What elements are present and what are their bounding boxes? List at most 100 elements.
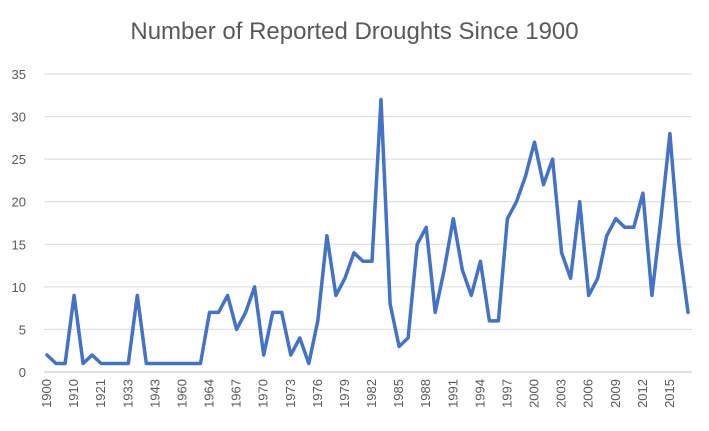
x-tick-label: 2009 [608, 379, 623, 408]
data-point [90, 353, 94, 357]
data-point [442, 268, 446, 272]
chart-title: Number of Reported Droughts Since 1900 [130, 18, 579, 45]
x-tick-label: 1982 [364, 379, 379, 408]
data-point [605, 234, 609, 238]
x-tick-label: 2012 [635, 379, 650, 408]
data-point [316, 319, 320, 323]
x-tick-label: 2015 [662, 379, 677, 408]
data-point [199, 362, 203, 366]
data-point [623, 225, 627, 229]
gridlines [44, 73, 692, 373]
data-point [117, 362, 121, 366]
data-point [388, 302, 392, 306]
data-point [226, 293, 230, 297]
x-tick-label: 1976 [310, 379, 325, 408]
data-point [217, 310, 221, 314]
data-point [162, 362, 166, 366]
x-tick-label: 1973 [283, 379, 298, 408]
data-point [180, 362, 184, 366]
x-tick-label: 1985 [391, 379, 406, 408]
data-point [677, 242, 681, 246]
data-point [496, 319, 500, 323]
data-point [262, 353, 266, 357]
x-tick-label: 1960 [174, 379, 189, 408]
data-point [144, 362, 148, 366]
x-tick-label: 1933 [120, 379, 135, 408]
data-point [307, 362, 311, 366]
x-tick-label: 2000 [527, 379, 542, 408]
y-tick-label: 30 [12, 110, 26, 125]
data-point [135, 293, 139, 297]
data-point [379, 98, 383, 102]
data-point [99, 362, 103, 366]
x-tick-label: 1988 [418, 379, 433, 408]
data-point [235, 327, 239, 331]
data-point [424, 225, 428, 229]
data-point [451, 217, 455, 221]
data-point [370, 259, 374, 263]
data-point [63, 362, 67, 366]
x-tick-label: 1943 [147, 379, 162, 408]
data-point [406, 336, 410, 340]
data-point [551, 157, 555, 161]
data-point [614, 217, 618, 221]
data-point [208, 310, 212, 314]
data-point [560, 251, 564, 255]
y-tick-label: 5 [19, 322, 26, 337]
data-point [81, 362, 85, 366]
data-point [668, 132, 672, 136]
data-point [352, 251, 356, 255]
data-point [659, 217, 663, 221]
data-point [334, 293, 338, 297]
data-point [45, 353, 49, 357]
data-point [487, 319, 491, 323]
data-point [632, 225, 636, 229]
x-tick-label: 2003 [554, 379, 569, 408]
x-tick-label: 1921 [93, 379, 108, 408]
data-point [641, 191, 645, 195]
data-point [587, 293, 591, 297]
data-point [533, 140, 537, 144]
data-point [190, 362, 194, 366]
x-axis-ticks: 1900 1910 1921 1933 1943 1960 1964 1967 1970 1973… [39, 379, 677, 408]
data-point [478, 259, 482, 263]
data-point [271, 310, 275, 314]
data-point [515, 200, 519, 204]
y-tick-label: 15 [12, 237, 26, 252]
data-point [686, 310, 690, 314]
data-point [280, 310, 284, 314]
series-layer [45, 97, 690, 366]
data-point [325, 234, 329, 238]
data-point [596, 276, 600, 280]
data-point [298, 336, 302, 340]
data-point [578, 200, 582, 204]
data-point [524, 174, 528, 178]
data-point [505, 217, 509, 221]
data-point [108, 362, 112, 366]
y-axis-ticks: 0 5 10 15 20 25 30 35 [12, 67, 26, 380]
x-tick-label: 1970 [256, 379, 271, 408]
x-tick-label: 1997 [499, 379, 514, 408]
data-point [289, 353, 293, 357]
y-tick-label: 0 [19, 365, 26, 380]
data-point [542, 183, 546, 187]
series-line [45, 97, 690, 366]
data-point [460, 268, 464, 272]
data-point [72, 293, 76, 297]
data-point [469, 293, 473, 297]
data-point [361, 259, 365, 263]
x-tick-label: 1900 [39, 379, 54, 408]
data-point [126, 362, 130, 366]
x-tick-label: 1967 [229, 379, 244, 408]
x-tick-label: 1991 [445, 379, 460, 408]
x-tick-label: 1964 [202, 379, 217, 408]
data-point [569, 276, 573, 280]
x-tick-label: 1994 [472, 379, 487, 408]
data-point [415, 242, 419, 246]
data-point [244, 310, 248, 314]
data-point [433, 310, 437, 314]
y-tick-label: 25 [12, 152, 26, 167]
y-tick-label: 20 [12, 195, 26, 210]
